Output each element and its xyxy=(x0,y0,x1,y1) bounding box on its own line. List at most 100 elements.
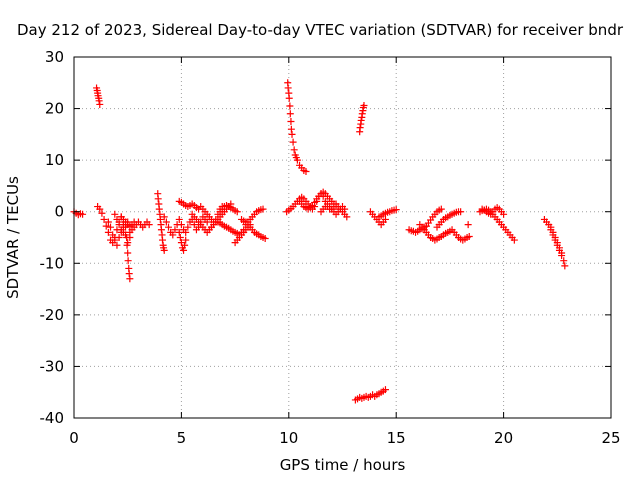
series-arc-4.2 xyxy=(160,213,211,239)
data-point xyxy=(109,231,117,239)
data-point xyxy=(549,231,557,239)
series-arc-2.6 xyxy=(126,218,153,236)
data-point xyxy=(175,228,183,236)
data-point xyxy=(341,205,349,213)
data-point xyxy=(123,241,131,249)
data-point xyxy=(98,209,106,217)
data-point xyxy=(145,221,153,229)
data-point xyxy=(259,205,267,213)
data-point xyxy=(381,386,389,394)
data-point xyxy=(158,236,166,244)
data-point xyxy=(293,156,301,164)
series-arc-9.9 xyxy=(283,190,351,221)
data-point xyxy=(285,94,293,102)
x-tick-label: 20 xyxy=(494,429,513,447)
data-point xyxy=(165,223,173,231)
series-arc-22.2 xyxy=(547,226,566,260)
series-arc-3.9 xyxy=(154,190,168,254)
data-point xyxy=(126,275,134,283)
data-point xyxy=(96,205,104,213)
data-point xyxy=(332,203,340,211)
data-point xyxy=(500,210,508,218)
data-point xyxy=(95,97,103,105)
data-point xyxy=(233,208,241,216)
series-arc-2.5-drop xyxy=(123,234,134,283)
data-point xyxy=(558,252,566,260)
data-point xyxy=(464,221,472,229)
data-point xyxy=(203,218,211,226)
data-point xyxy=(420,226,428,234)
data-point xyxy=(156,215,164,223)
data-point xyxy=(181,241,189,249)
data-point xyxy=(190,221,198,229)
data-point xyxy=(392,206,400,214)
data-point xyxy=(180,246,188,254)
series-arc-14.2 xyxy=(375,206,400,221)
data-point xyxy=(560,257,568,265)
data-point xyxy=(561,262,569,270)
data-point xyxy=(286,110,294,118)
data-point xyxy=(510,236,518,244)
series-arc-8.0 xyxy=(242,205,267,229)
series-arc-18.4 xyxy=(464,221,472,229)
series-arc-16.3 xyxy=(420,205,445,234)
data-point xyxy=(111,236,119,244)
y-axis-label: SDTVAR / TECUs xyxy=(4,176,22,299)
x-tick-label: 5 xyxy=(177,429,187,447)
chart-title: Day 212 of 2023, Sidereal Day-to-day VTE… xyxy=(17,21,624,39)
data-point xyxy=(284,84,292,92)
series-arc-4.9-high xyxy=(175,197,203,213)
data-point xyxy=(157,226,165,234)
data-point xyxy=(155,205,163,213)
grid-lines xyxy=(74,57,611,418)
series-arc-16.1 xyxy=(416,221,454,244)
data-point xyxy=(169,231,177,239)
series-arc-0.0 xyxy=(70,208,87,219)
series-arc-10.5 xyxy=(296,188,340,213)
y-tick-label: -40 xyxy=(40,409,65,427)
series-arc-19.0 xyxy=(478,204,508,218)
y-tick-label: 0 xyxy=(54,203,64,221)
x-tick-label: 15 xyxy=(387,429,406,447)
data-point xyxy=(160,246,168,254)
series-arc-13.8 xyxy=(366,208,389,229)
data-point xyxy=(154,195,162,203)
data-point xyxy=(130,218,138,226)
data-point xyxy=(184,223,192,231)
data-point xyxy=(171,226,179,234)
data-point xyxy=(115,221,123,229)
x-tick-label: 25 xyxy=(601,429,620,447)
data-point xyxy=(287,117,295,125)
data-point xyxy=(104,228,112,236)
x-tick-label: 10 xyxy=(279,429,298,447)
y-tick-label: -20 xyxy=(40,306,65,324)
data-point xyxy=(111,210,119,218)
series-arc-16.9 xyxy=(433,208,465,231)
data-point xyxy=(457,208,465,216)
data-point xyxy=(119,228,127,236)
data-point xyxy=(311,198,319,206)
data-point xyxy=(107,223,115,231)
data-point xyxy=(343,213,351,221)
series-arc-9.9-high xyxy=(284,79,310,175)
data-point xyxy=(437,205,445,213)
data-point xyxy=(555,246,563,254)
data-point xyxy=(547,226,555,234)
data-point xyxy=(261,235,269,243)
data-point xyxy=(287,125,295,133)
series-arc-17.6 xyxy=(448,226,473,244)
data-point xyxy=(358,110,366,118)
data-point xyxy=(79,210,87,218)
x-tick-label: 0 xyxy=(69,429,79,447)
data-point xyxy=(288,130,296,138)
data-point xyxy=(290,146,298,154)
y-tick-label: -10 xyxy=(40,254,65,272)
data-point xyxy=(553,241,561,249)
y-tick-label: -30 xyxy=(40,357,65,375)
data-point xyxy=(115,234,123,241)
data-point xyxy=(177,221,185,229)
data-point xyxy=(113,215,121,223)
series-arc-11.5 xyxy=(317,200,349,218)
